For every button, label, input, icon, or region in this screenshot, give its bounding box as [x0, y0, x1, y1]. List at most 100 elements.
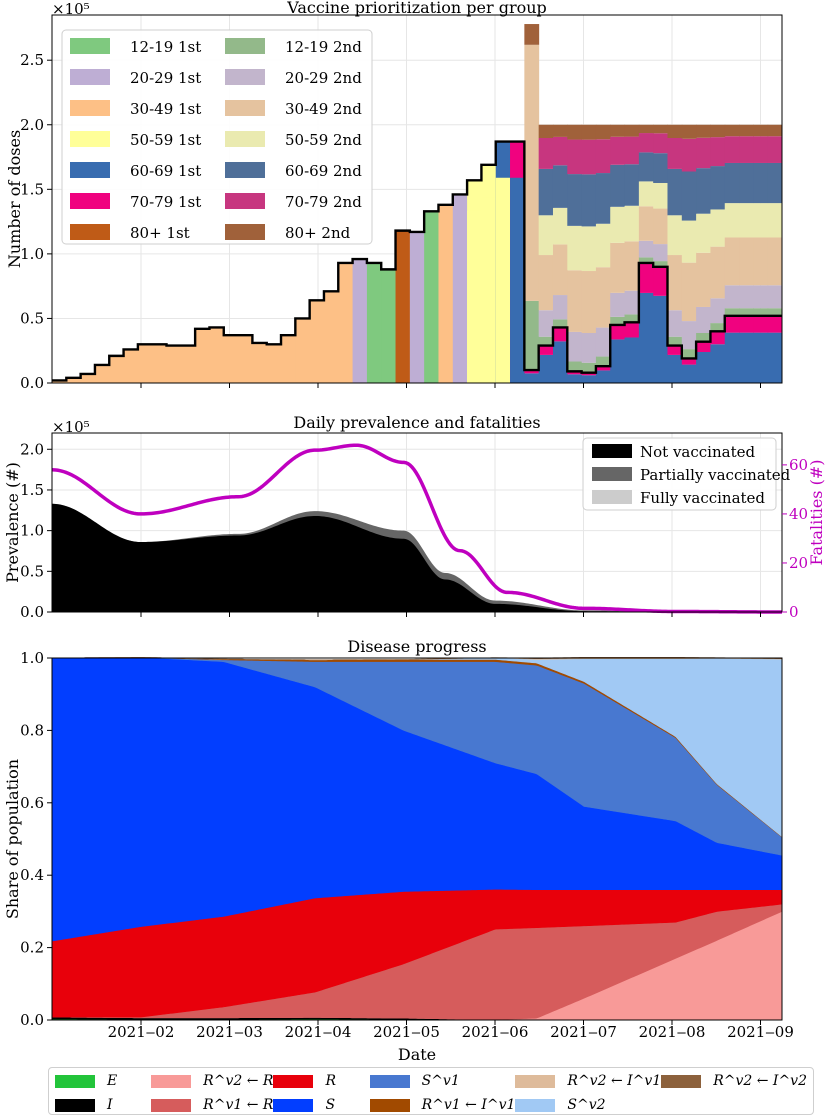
legend: Not vaccinated Partially vaccinated Fully … — [582, 437, 791, 511]
bar-segment — [552, 319, 568, 328]
legend-swatch — [225, 38, 265, 54]
bar-segment — [710, 124, 726, 138]
bar-segment — [595, 139, 611, 174]
bar — [209, 327, 225, 383]
bar-segment — [538, 336, 554, 346]
legend-swatch — [55, 1098, 95, 1112]
legend-swatch — [515, 1098, 556, 1112]
x-tick-label: 2021‒04 — [285, 1023, 352, 1041]
bar-segment — [753, 332, 769, 383]
bar-segment — [595, 124, 611, 140]
y-scale-label: ×10⁵ — [52, 0, 90, 18]
bar — [180, 345, 196, 383]
bar-segment — [467, 210, 482, 383]
legend-label: Not vaccinated — [640, 443, 755, 461]
bar-segment — [610, 339, 626, 383]
bar-segment — [610, 136, 626, 165]
legend-swatch — [592, 490, 632, 504]
bar-segment — [610, 164, 626, 207]
bar-segment — [624, 290, 640, 315]
bar-segment — [739, 237, 754, 286]
bar-segment — [696, 137, 711, 169]
legend-swatch — [225, 193, 265, 209]
bar-segment — [552, 341, 568, 383]
legend-swatch — [592, 467, 632, 481]
bar-segment — [538, 215, 554, 256]
bar — [424, 211, 439, 383]
bar-segment — [567, 174, 583, 226]
x-tick-label: 2021‒08 — [639, 1023, 706, 1041]
legend-label: 30-49 1st — [130, 100, 201, 118]
bar — [238, 335, 253, 383]
bar-segment — [552, 295, 568, 320]
bar-segment — [753, 285, 769, 309]
legend-swatch — [225, 162, 265, 178]
bar-segment — [739, 332, 754, 383]
fatalities-line — [51, 443, 782, 614]
bar-segment — [710, 209, 726, 247]
y-axis-label: Share of population — [3, 759, 22, 919]
legend-swatch — [225, 69, 265, 85]
bar — [395, 230, 411, 383]
y2-axis-label: Fatalities (#) — [807, 460, 826, 566]
y-tick-label: 2.5 — [20, 51, 44, 69]
bar — [223, 335, 239, 383]
bar-segment — [624, 241, 640, 291]
legend-label: R^v2 ← I^v1 — [567, 1073, 662, 1089]
bar-segment — [710, 137, 726, 167]
y-tick-label: 0.2 — [20, 939, 44, 957]
bar-segment — [696, 341, 711, 353]
bar — [195, 328, 210, 383]
bar-segment — [653, 295, 668, 383]
bar-segment — [724, 332, 740, 383]
legend-label: 70-79 2nd — [285, 193, 362, 211]
bar-segment — [753, 124, 769, 137]
legend-swatch — [70, 69, 110, 85]
y2-tick-label: 0 — [789, 603, 799, 621]
y-scale-label: ×10⁵ — [52, 418, 90, 436]
bar-segment — [638, 292, 654, 383]
bar-segment — [753, 237, 769, 286]
y-tick-label: 0.0 — [20, 1011, 44, 1029]
legend-swatch — [70, 131, 110, 147]
legend-swatch — [225, 100, 265, 116]
legend-swatch — [151, 1074, 192, 1088]
bar-segment — [653, 153, 668, 183]
bar-segment — [624, 124, 640, 137]
legend-label: 30-49 2nd — [285, 100, 362, 118]
bar — [452, 194, 468, 383]
bar-segment — [624, 322, 640, 338]
x-tick-label: 2021‒09 — [727, 1023, 794, 1041]
y-tick-label: 2.0 — [20, 116, 44, 134]
bar-segment — [753, 162, 769, 204]
x-tick-label: 2021‒07 — [550, 1023, 617, 1041]
legend-label: R^v1 ← R — [203, 1097, 274, 1113]
x-tick-label: 2021‒02 — [108, 1023, 175, 1041]
legend-label: 60-69 2nd — [285, 162, 362, 180]
legend-label: R — [325, 1073, 336, 1089]
bar — [366, 262, 382, 383]
y-tick-label: 1.0 — [20, 649, 44, 667]
bar-segment — [681, 262, 697, 322]
area-not-vaccinated — [52, 503, 782, 612]
legend-swatch — [225, 224, 265, 240]
bar-segment — [510, 177, 525, 383]
bar-segment — [567, 371, 583, 375]
bar-segment — [638, 257, 654, 263]
bar — [137, 344, 153, 383]
bar-segment — [581, 139, 597, 175]
bar-segment — [538, 354, 554, 383]
bar-segment — [638, 124, 654, 134]
x-tick-label: 2021‒03 — [196, 1023, 263, 1041]
bar-segment — [696, 333, 711, 342]
bar-segment — [724, 124, 740, 137]
bar-segment — [753, 315, 769, 333]
bar-segment — [681, 171, 697, 221]
bar-segment — [739, 315, 754, 333]
bar-segment — [624, 205, 640, 242]
legend: 12-19 1st 12-19 2nd 20-29 1st 20-29 2nd 30-4… — [61, 29, 373, 245]
y-tick-label: 0.6 — [20, 794, 44, 812]
bar — [109, 355, 125, 383]
bar-segment — [696, 213, 711, 253]
y-tick-label: 0.5 — [20, 309, 44, 327]
